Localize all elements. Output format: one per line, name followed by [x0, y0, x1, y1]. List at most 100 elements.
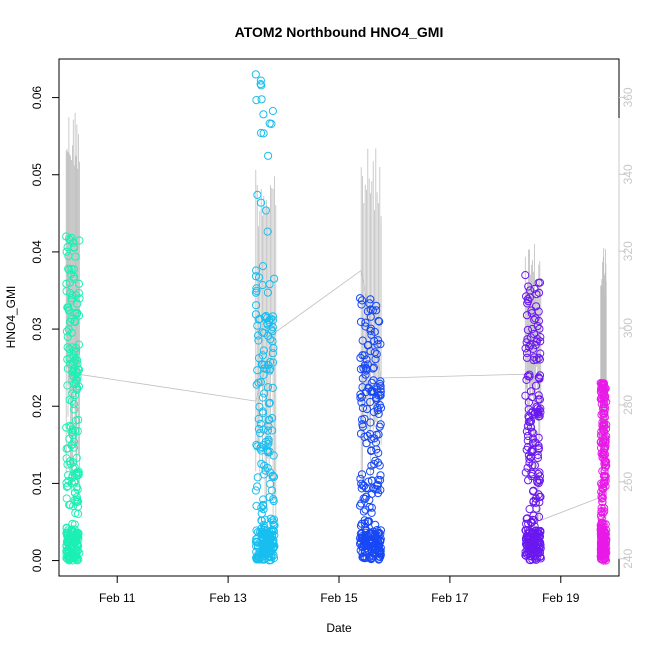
data-point — [532, 290, 541, 299]
data-point — [533, 553, 542, 562]
data-point — [535, 476, 545, 485]
data-point — [600, 504, 609, 513]
data-point — [62, 494, 71, 503]
data-point — [259, 346, 268, 355]
y-tick-label: 0.04 — [30, 240, 44, 264]
data-point — [252, 96, 261, 105]
data-point — [258, 533, 267, 542]
data-point — [64, 252, 73, 261]
data-point — [374, 409, 383, 418]
data-point — [597, 542, 607, 551]
data-point — [75, 294, 84, 303]
data-point — [597, 514, 606, 523]
data-point — [259, 129, 268, 138]
data-point — [253, 366, 262, 375]
data-point — [265, 280, 274, 289]
x-tick-label: Feb 13 — [209, 591, 247, 605]
data-point — [62, 247, 71, 256]
data-point — [255, 273, 264, 282]
data-point — [529, 344, 538, 353]
data-point — [375, 528, 384, 537]
data-point — [257, 95, 266, 104]
data-point — [70, 391, 80, 400]
data-point — [360, 548, 369, 557]
data-point — [535, 355, 545, 364]
data-point — [366, 467, 375, 476]
data-point — [258, 351, 267, 360]
data-point — [526, 340, 535, 349]
data-point — [534, 307, 543, 316]
data-point — [258, 535, 267, 544]
data-point — [357, 470, 367, 479]
data-point — [63, 243, 72, 252]
data-point — [376, 471, 385, 480]
data-point — [532, 504, 541, 513]
data-point — [370, 327, 379, 336]
data-point — [533, 404, 542, 413]
y-tick-label: 0.01 — [30, 471, 44, 495]
data-point — [528, 470, 537, 479]
data-point-max — [521, 271, 530, 280]
data-point — [62, 423, 71, 432]
data-point — [535, 529, 544, 539]
data-point — [524, 451, 534, 460]
right-tick-label: 340 — [621, 164, 635, 184]
data-point — [367, 446, 376, 455]
data-point — [522, 292, 531, 301]
data-point — [251, 310, 260, 319]
data-point — [268, 337, 277, 346]
data-point — [368, 306, 377, 315]
data-point — [72, 309, 81, 318]
data-point — [253, 541, 262, 550]
data-point — [375, 461, 384, 470]
data-point — [266, 479, 275, 489]
data-point — [526, 417, 535, 427]
data-point — [536, 349, 545, 358]
x-tick-label: Feb 19 — [542, 591, 580, 605]
data-point — [373, 406, 382, 415]
data-point — [599, 541, 608, 551]
data-point — [532, 402, 541, 411]
data-point — [72, 344, 81, 353]
data-point — [62, 541, 71, 551]
data-point — [69, 364, 78, 373]
right-axis-transit-line — [78, 269, 601, 521]
data-point — [65, 278, 75, 287]
data-point — [357, 300, 366, 309]
data-point — [370, 460, 379, 469]
data-point — [69, 458, 78, 467]
data-point — [534, 444, 544, 453]
right-tick-label: 300 — [621, 318, 635, 338]
data-point — [66, 500, 75, 509]
x-tick-label: Feb 15 — [320, 591, 358, 605]
data-point — [361, 536, 370, 545]
data-point — [599, 426, 608, 435]
right-tick-label: 240 — [621, 548, 635, 568]
data-point — [68, 428, 77, 437]
data-point — [64, 552, 73, 562]
data-point — [597, 385, 606, 394]
data-point — [527, 552, 536, 561]
data-point — [266, 314, 275, 323]
data-point — [533, 478, 542, 487]
data-point — [265, 415, 274, 424]
data-point — [597, 479, 606, 488]
data-point — [597, 443, 606, 452]
data-point — [523, 436, 532, 445]
data-point — [598, 489, 607, 498]
data-point — [532, 355, 541, 364]
data-point — [258, 393, 267, 402]
data-point — [362, 365, 371, 374]
chart-title: ATOM2 Northbound HNO4_GMI — [235, 24, 444, 40]
data-point — [523, 546, 532, 555]
data-point — [259, 110, 268, 119]
data-point — [263, 313, 272, 323]
data-point — [256, 198, 266, 207]
data-point — [70, 488, 80, 497]
data-point — [69, 379, 79, 389]
data-point — [251, 486, 260, 495]
data-point — [69, 464, 78, 473]
data-point — [372, 481, 381, 490]
y-tick-label: 0.02 — [30, 394, 44, 418]
data-point — [600, 402, 609, 411]
